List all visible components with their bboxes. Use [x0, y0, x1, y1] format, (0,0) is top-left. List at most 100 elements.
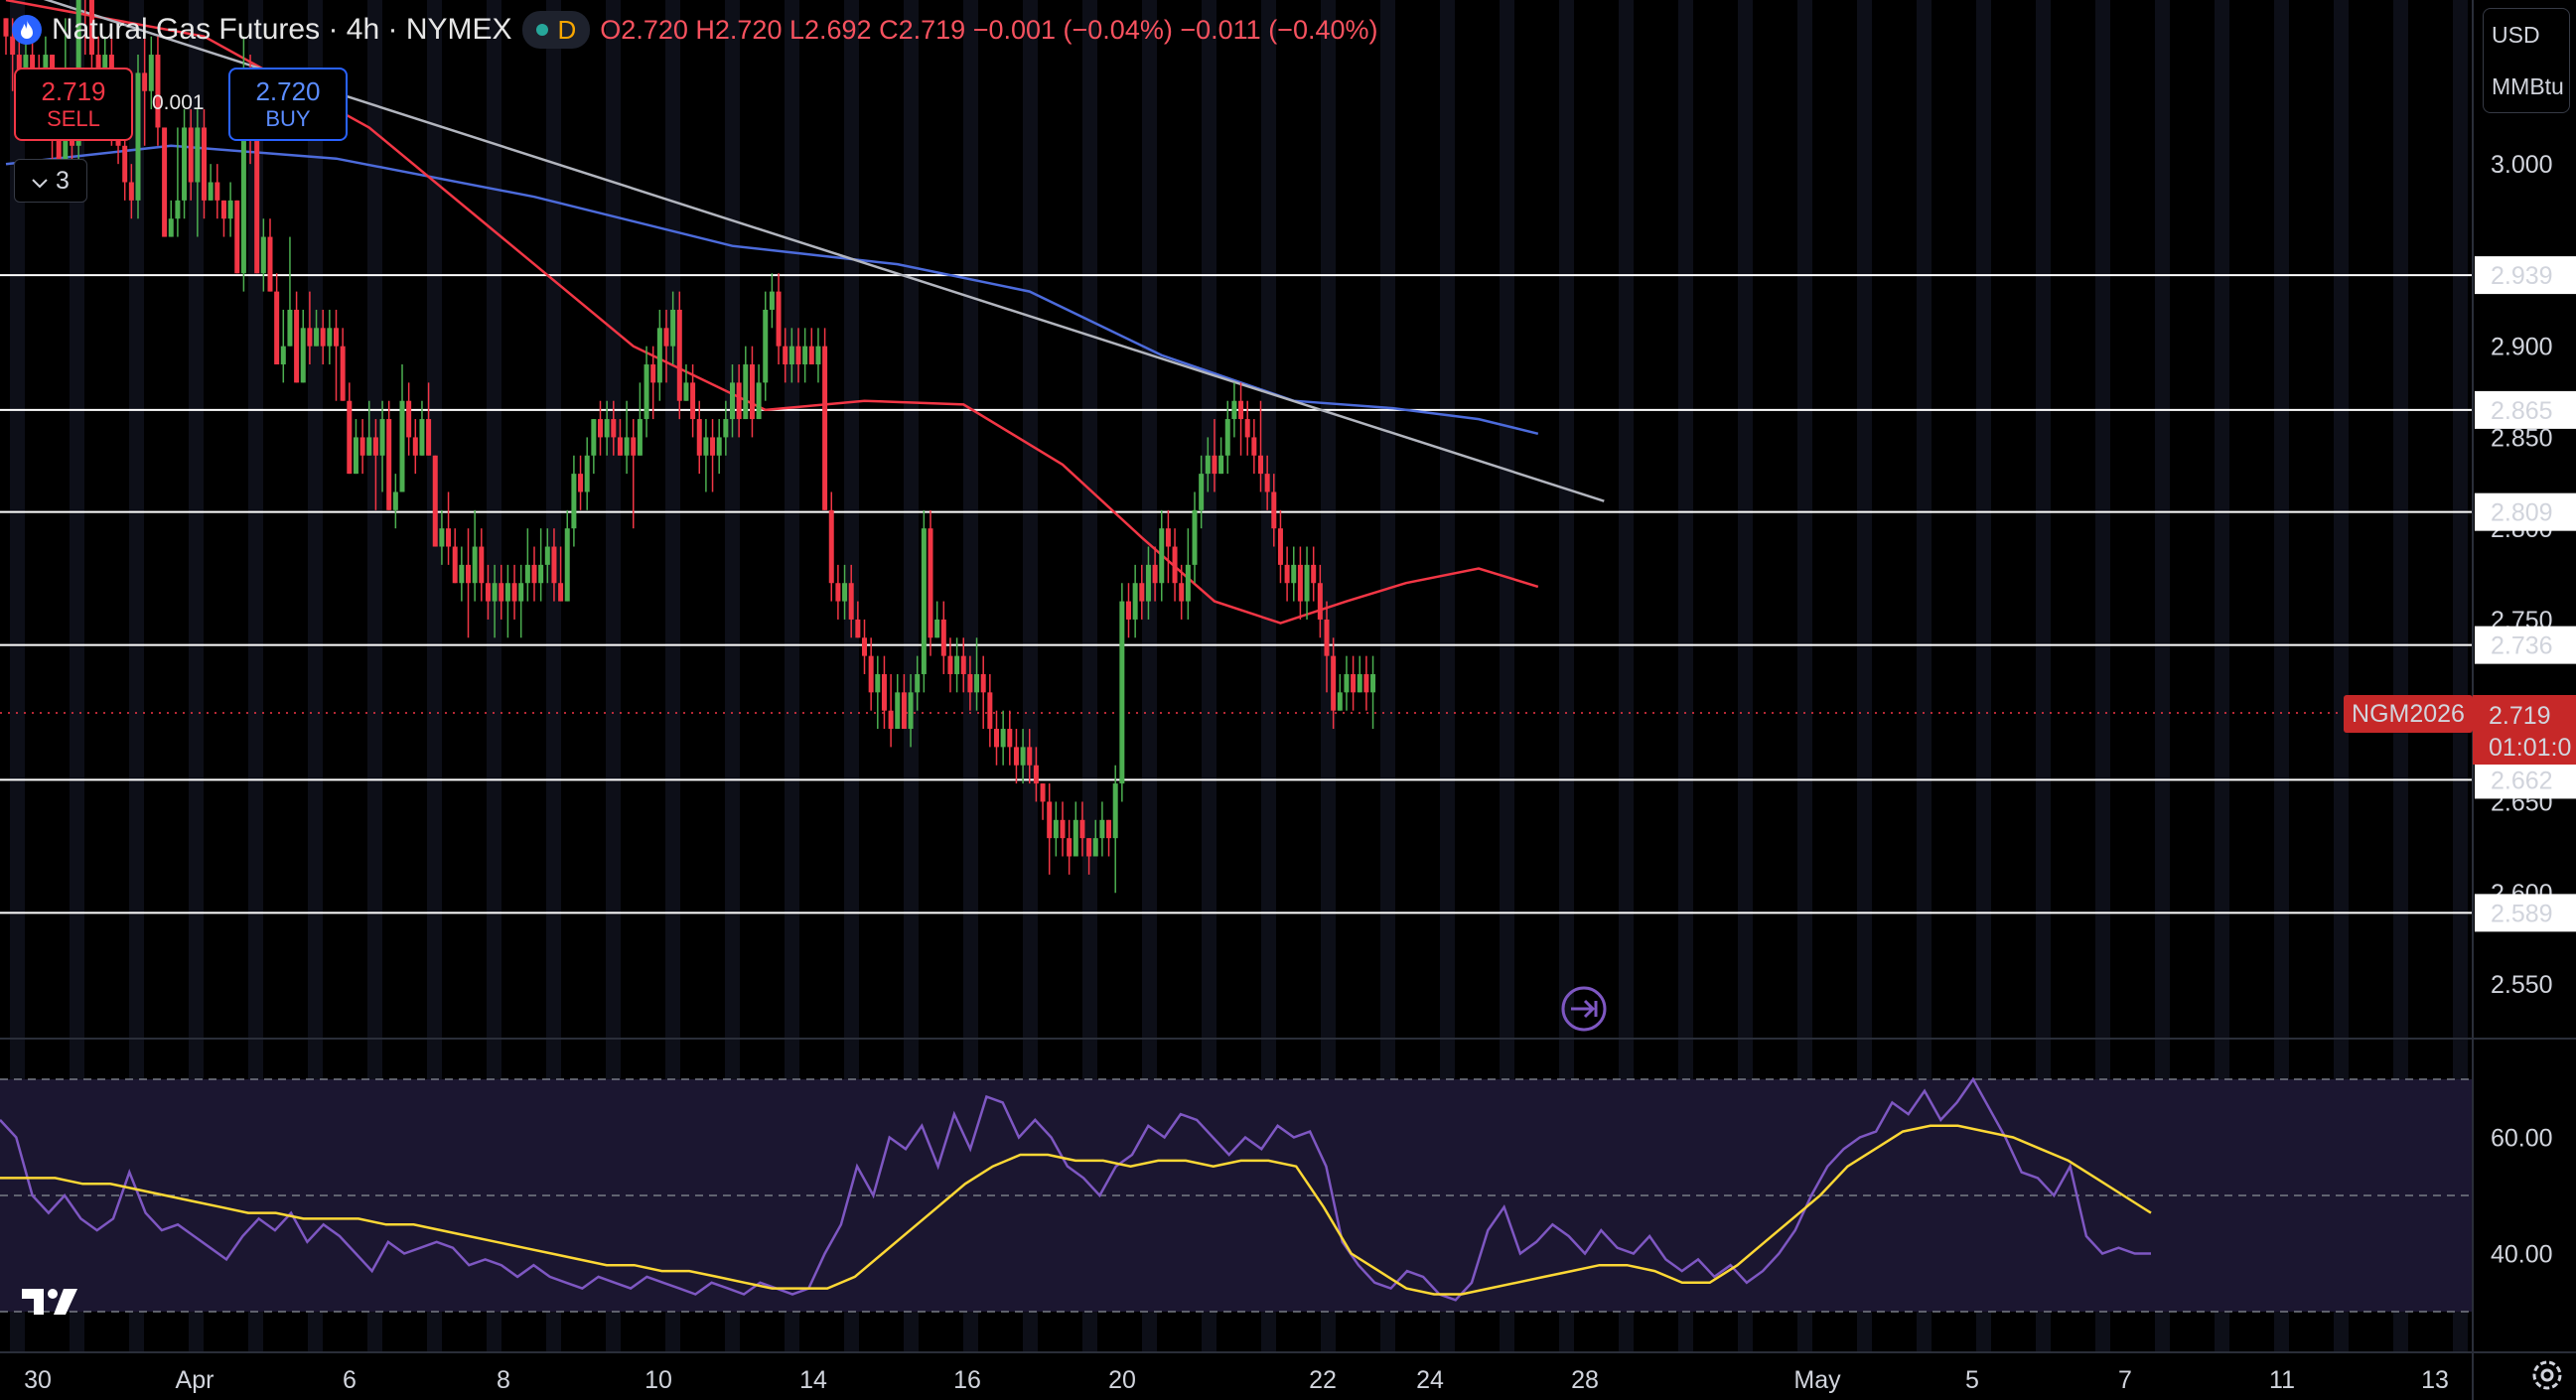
rsi-tick-label: 40.00 [2491, 1241, 2553, 1269]
candle-body [511, 583, 517, 602]
candle [372, 419, 378, 510]
candle [743, 346, 749, 420]
candle [472, 509, 478, 602]
candle [175, 127, 181, 237]
candle-body [1099, 819, 1105, 839]
candle-body [202, 127, 207, 201]
candle-body [3, 18, 9, 37]
candle [1192, 491, 1198, 584]
time-tick-label: 13 [2421, 1366, 2449, 1394]
candle [749, 346, 755, 438]
symbol-name: Natural Gas Futures [52, 13, 321, 46]
scroll-to-realtime-icon[interactable] [1560, 985, 1608, 1033]
level-tag-text: 2.736 [2491, 632, 2553, 660]
candle-body [499, 583, 504, 602]
candle-body [710, 437, 716, 456]
candle-body [485, 583, 491, 602]
candle-body [1251, 437, 1257, 456]
candle [1370, 655, 1376, 730]
candle-body [835, 583, 841, 602]
time-tick-label: 6 [343, 1366, 357, 1394]
candle [320, 309, 326, 365]
title-separator: · [379, 13, 406, 46]
horizontal-levels[interactable] [0, 274, 2473, 914]
session-stripe [189, 0, 204, 1352]
rsi-band [0, 1078, 2473, 1313]
currency-unit-selector[interactable]: USD MMBtu [2483, 8, 2570, 113]
candle [908, 673, 914, 748]
candle [499, 564, 504, 620]
candle-body [1311, 564, 1317, 584]
candle-body [736, 382, 742, 420]
market-status-pill[interactable]: D [521, 11, 591, 49]
candle [88, 0, 94, 73]
time-axis[interactable]: 30 Apr 6 8 10 14 16 20 22 24 28 May 5 7 11 13 [24, 1366, 2449, 1394]
candle-body [524, 564, 530, 584]
candle [1126, 583, 1131, 638]
candle [1324, 601, 1330, 693]
indicator-count: 3 [56, 166, 70, 195]
symbol-title[interactable]: Natural Gas Futures · 4h · NYMEX [52, 13, 512, 47]
session-stripe [1321, 0, 1336, 1352]
indicators-toggle-button[interactable]: 3 [14, 159, 87, 203]
candle-body [412, 437, 418, 456]
time-tick-label: 7 [2118, 1366, 2132, 1394]
chart-header: Natural Gas Futures · 4h · NYMEX D O2.72… [12, 10, 1378, 50]
session-stripe [1797, 0, 1812, 1352]
candle-body [399, 400, 405, 492]
candle [835, 564, 841, 620]
candle-body [1152, 564, 1158, 584]
candle [881, 655, 887, 730]
session-stripe [248, 0, 263, 1352]
candle-body [1344, 673, 1350, 693]
candle-body [1013, 747, 1019, 766]
candle [1277, 509, 1283, 584]
candle-body [1370, 673, 1376, 693]
candle-body [908, 692, 914, 730]
candle [769, 273, 775, 329]
spread-value: 0.001 [152, 91, 205, 114]
buy-button[interactable]: 2.720 BUY [228, 68, 348, 141]
session-stripe [2334, 0, 2349, 1352]
candle [307, 291, 313, 365]
candle [452, 528, 458, 584]
candle [412, 419, 418, 475]
rsi-axis[interactable]: 60.00 40.00 [2491, 1124, 2553, 1268]
candle [656, 309, 662, 401]
candle-body [122, 145, 128, 183]
candle-body [234, 200, 240, 274]
candle [1020, 729, 1026, 784]
chevron-down-icon [32, 167, 48, 196]
candle [84, 0, 86, 56]
rsi-tick-label: 60.00 [2491, 1124, 2553, 1152]
candle-body [815, 346, 821, 365]
candle [1106, 819, 1112, 857]
candle-body [1224, 419, 1230, 456]
session-stripe [1917, 0, 1932, 1352]
time-tick-label: May [1793, 1366, 1841, 1394]
candle [663, 309, 669, 383]
candle-body [749, 364, 755, 420]
candle [564, 509, 570, 602]
candle [392, 474, 398, 529]
price-tick-label: 2.850 [2491, 424, 2553, 452]
ma-slow-line [5, 144, 1539, 436]
candle [162, 127, 168, 237]
candle [1218, 437, 1224, 475]
session-stripe [1619, 0, 1634, 1352]
candle-body [644, 364, 649, 420]
session-stripe [487, 0, 501, 1352]
candle [234, 200, 240, 274]
candle-body [690, 382, 696, 420]
candle [584, 437, 590, 510]
time-tick-label: 8 [497, 1366, 510, 1394]
sell-button[interactable]: 2.719 SELL [14, 68, 133, 141]
gear-icon[interactable] [2528, 1356, 2566, 1394]
ma-fast-line [5, 0, 1539, 625]
candle-body [148, 55, 154, 91]
candle [485, 564, 491, 620]
candle [347, 382, 353, 475]
candle-body [327, 328, 333, 347]
candle-body [1185, 564, 1191, 602]
